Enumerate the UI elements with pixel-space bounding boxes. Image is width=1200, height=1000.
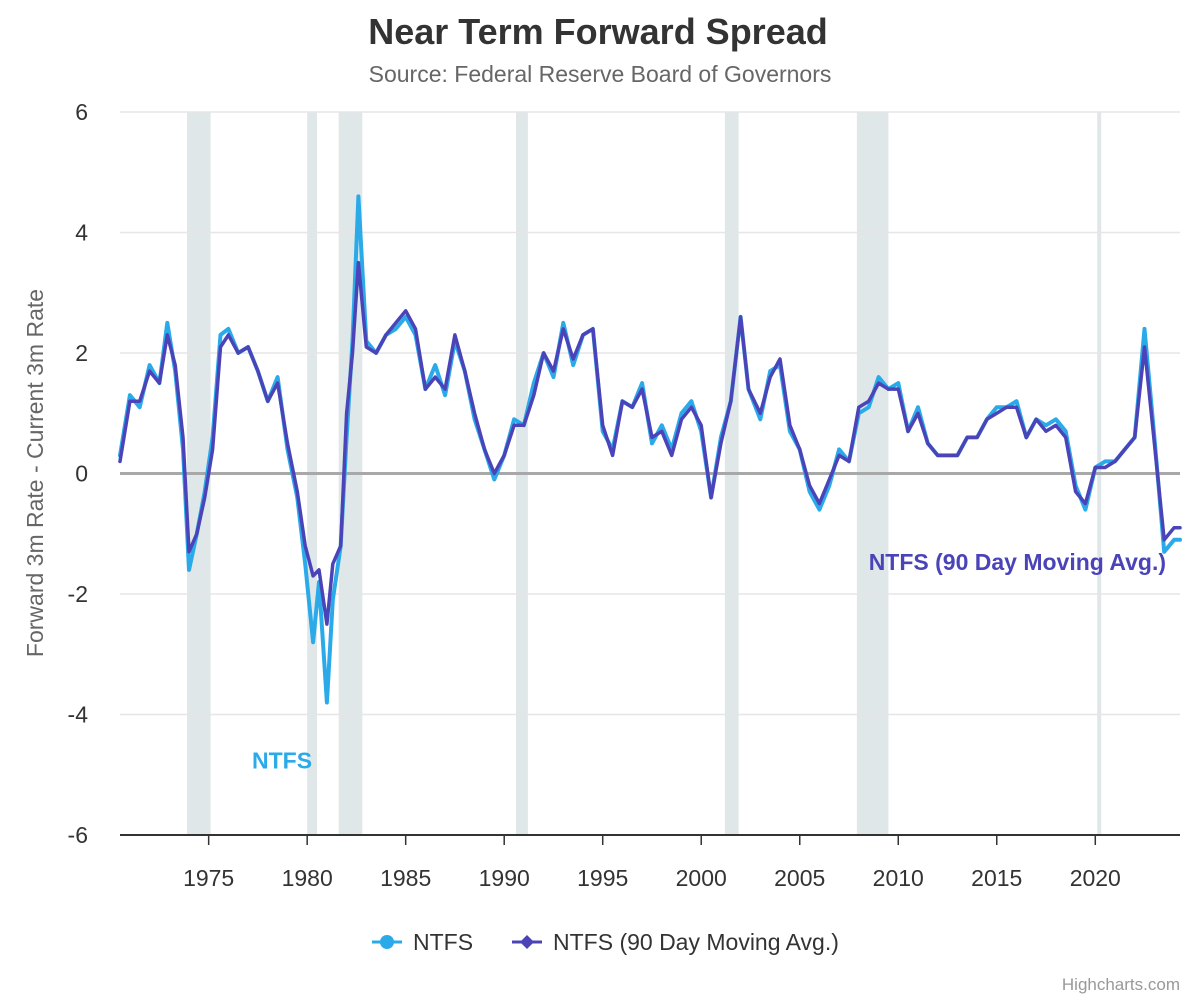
x-tick-label: 1975 — [183, 865, 234, 891]
legend-label-ntfs-moving-avg: NTFS (90 Day Moving Avg.) — [553, 929, 839, 955]
chart-subtitle: Source: Federal Reserve Board of Governo… — [369, 61, 832, 87]
x-tick-label: 2015 — [971, 865, 1022, 891]
y-tick-label: 0 — [75, 461, 88, 487]
x-axis-ticks: 1975 1980 1985 1990 1995 2000 2005 2010 2015 2020 — [183, 835, 1121, 891]
y-tick-label: 6 — [75, 99, 88, 125]
legend-marker-ntfs — [380, 935, 394, 949]
annotation-ntfs-moving-avg: NTFS (90 Day Moving Avg.) — [869, 549, 1166, 575]
x-tick-label: 2020 — [1070, 865, 1121, 891]
legend-marker-ntfs-moving-avg — [520, 935, 534, 949]
y-tick-label: 2 — [75, 340, 88, 366]
y-tick-label: -2 — [68, 581, 88, 607]
x-tick-label: 1985 — [380, 865, 431, 891]
chart-title: Near Term Forward Spread — [368, 11, 827, 52]
legend: NTFS NTFS (90 Day Moving Avg.) — [372, 929, 839, 955]
series-line-ntfs-moving-avg[interactable] — [118, 260, 1182, 626]
y-tick-label: -4 — [68, 702, 89, 728]
x-tick-label: 1990 — [479, 865, 530, 891]
legend-item-ntfs-moving-avg[interactable]: NTFS (90 Day Moving Avg.) — [512, 929, 839, 955]
y-tick-label: 4 — [75, 220, 88, 246]
legend-label-ntfs: NTFS — [413, 929, 473, 955]
x-tick-label: 1980 — [282, 865, 333, 891]
x-tick-label: 2010 — [873, 865, 924, 891]
y-axis-ticks: -6 -4 -2 0 2 4 6 — [68, 99, 89, 848]
y-axis-label: Forward 3m Rate - Current 3m Rate — [22, 289, 48, 657]
series-layer — [118, 194, 1182, 705]
x-tick-label: 1995 — [577, 865, 628, 891]
series-line-ntfs[interactable] — [118, 194, 1182, 705]
credits[interactable]: Highcharts.com — [1062, 975, 1180, 994]
x-tick-label: 2000 — [676, 865, 727, 891]
annotation-ntfs: NTFS — [252, 748, 312, 774]
x-tick-label: 2005 — [774, 865, 825, 891]
legend-item-ntfs[interactable]: NTFS — [372, 929, 473, 955]
y-tick-label: -6 — [68, 822, 88, 848]
